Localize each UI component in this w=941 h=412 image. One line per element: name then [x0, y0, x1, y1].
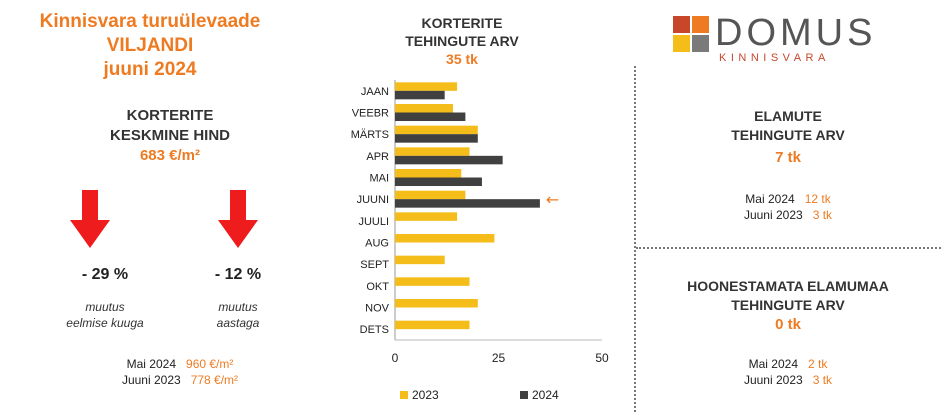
bar-2024: [395, 155, 503, 165]
comparison-value: 12 tk: [804, 192, 831, 206]
land-transactions-heading: HOONESTAMATA ELAMUMAA TEHINGUTE ARV: [638, 277, 938, 315]
apartment-transactions-chart: JAAN VEEBR MÄRTS APR MAI JUUNI ← JUULI AUG SEPT OK…: [351, 80, 609, 402]
houses-transactions-heading: ELAMUTE TEHINGUTE ARV: [638, 107, 938, 145]
bar-2023: [395, 320, 470, 330]
legend-label: 2023: [412, 388, 439, 402]
land-comparison: Mai 2024 2 tk Juuni 2023 3 tk: [638, 356, 938, 388]
logo-square: [673, 16, 690, 33]
x-tick-label: 0: [392, 351, 399, 365]
y-tick-label: JUUNI: [357, 194, 389, 206]
comparison-value: 3 tk: [812, 373, 833, 387]
comparison-label: Mai 2024: [748, 357, 798, 371]
bar-2024: [395, 112, 466, 121]
bar-2023: [395, 234, 495, 243]
comparison-row: Mai 2024 960 €/m²: [60, 356, 300, 372]
logo-wordmark: DOMUS: [715, 12, 877, 54]
caption-line: muutus: [218, 300, 258, 314]
y-tick-label: APR: [366, 151, 389, 163]
chart-title: KORTERITE TEHINGUTE ARV: [372, 14, 552, 50]
legend-swatch: [400, 391, 408, 399]
comparison-value: 960 €/m²: [186, 357, 234, 371]
bar-2023: [395, 277, 470, 286]
caption-line: eelmise kuuga: [66, 316, 144, 330]
y-tick-label: MAI: [369, 173, 389, 185]
comparison-value: 2 tk: [808, 357, 828, 371]
y-tick-label: JAAN: [361, 86, 389, 98]
bar-2024: [395, 90, 445, 100]
heading-line: KORTERITE: [126, 107, 214, 124]
bar-2023: [395, 299, 478, 308]
bar-2023: [395, 255, 445, 265]
price-comparison: Mai 2024 960 €/m² Juuni 2023 778 €/m²: [60, 356, 300, 388]
y-tick-label: VEEBR: [352, 108, 389, 120]
down-arrow-icon: [70, 190, 110, 248]
logo-subtitle: KINNISVARA: [719, 52, 830, 64]
monthly-change-caption: muutus eelmise kuuga: [25, 299, 185, 331]
comparison-row: Mai 2024 2 tk: [638, 356, 938, 372]
bar-2024: [395, 134, 478, 143]
comparison-value: 778 €/m²: [190, 373, 239, 387]
caption-line: muutus: [85, 300, 125, 314]
caption-line: aastaga: [216, 316, 260, 330]
comparison-row: Juuni 2023 3 tk: [638, 207, 938, 223]
yearly-change-value: - 12 %: [214, 266, 262, 283]
legend-swatch: [520, 391, 528, 399]
domus-logo: DOMUS KINNISVARA: [673, 12, 913, 66]
heading-line: TEHINGUTE ARV: [731, 127, 845, 143]
bar-2023: [395, 104, 453, 113]
report-title-line: juuni 2024: [103, 59, 197, 80]
report-title-line: VILJANDI: [106, 35, 194, 56]
bar-2023: [395, 212, 458, 221]
chart-total-count: 35 tk: [446, 51, 478, 67]
bar-2023: [395, 190, 466, 200]
bar-2023: [395, 169, 462, 178]
y-tick-label: MÄRTS: [351, 129, 389, 141]
y-tick-label: JUULI: [358, 216, 389, 228]
apartment-avg-price-heading: KORTERITE KESKMINE HIND: [0, 106, 340, 146]
comparison-label: Juuni 2023: [743, 208, 803, 222]
comparison-row: Juuni 2023 3 tk: [638, 372, 938, 388]
y-tick-label: SEPT: [360, 259, 389, 271]
logo-square: [673, 35, 690, 52]
comparison-label: Mai 2024: [745, 192, 795, 206]
heading-line: KESKMINE HIND: [109, 127, 230, 144]
y-tick-label: DETS: [360, 324, 389, 336]
y-tick-label: AUG: [365, 238, 389, 250]
logo-square: [692, 16, 709, 33]
houses-transactions-value: 7 tk: [775, 149, 801, 166]
comparison-label: Juuni 2023: [743, 373, 803, 387]
comparison-row: Mai 2024 12 tk: [638, 191, 938, 207]
comparison-label: Juuni 2023: [121, 373, 181, 387]
legend-label: 2024: [532, 388, 559, 402]
monthly-change-value: - 29 %: [81, 266, 129, 283]
yearly-change-caption: muutus aastaga: [158, 299, 318, 331]
logo-square: [692, 35, 709, 52]
x-tick-label: 25: [492, 351, 506, 365]
y-tick-label: NOV: [365, 303, 390, 315]
bar-2024: [395, 199, 540, 208]
comparison-row: Juuni 2023 778 €/m²: [60, 372, 300, 388]
highlight-arrow-annotation: ←: [546, 190, 559, 209]
houses-comparison: Mai 2024 12 tk Juuni 2023 3 tk: [638, 191, 938, 223]
vertical-divider: [634, 66, 636, 412]
heading-line: TEHINGUTE ARV: [731, 297, 845, 313]
report-title-line: Kinnisvara turuülevaade: [39, 11, 261, 32]
heading-line: ELAMUTE: [754, 108, 822, 124]
comparison-label: Mai 2024: [126, 357, 176, 371]
down-arrow-icon: [218, 190, 258, 248]
report-title: Kinnisvara turuülevaade VILJANDI juuni 2…: [0, 10, 300, 82]
bar-2023: [395, 125, 478, 135]
land-transactions-value: 0 tk: [775, 316, 801, 333]
x-tick-label: 50: [595, 351, 609, 365]
bar-2024: [395, 177, 482, 186]
comparison-value: 3 tk: [812, 208, 833, 222]
chart-title-line: KORTERITE: [421, 15, 503, 31]
chart-title-line: TEHINGUTE ARV: [405, 33, 519, 49]
bar-2023: [395, 82, 458, 91]
y-tick-label: OKT: [366, 281, 389, 293]
horizontal-divider: [636, 247, 941, 249]
apartment-avg-price-value: 683 €/m²: [139, 147, 201, 164]
bar-2023: [395, 147, 470, 156]
heading-line: HOONESTAMATA ELAMUMAA: [687, 278, 889, 294]
